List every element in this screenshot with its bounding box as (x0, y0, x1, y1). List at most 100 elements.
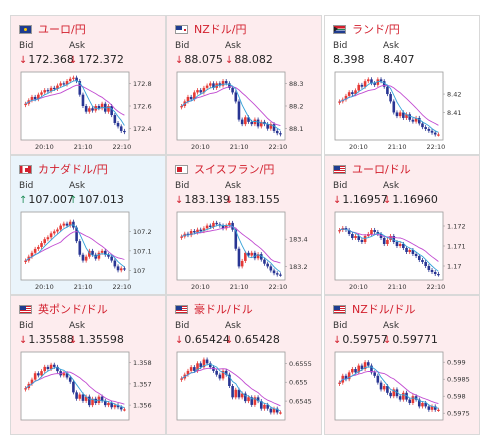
candle (215, 222, 218, 225)
candle (221, 81, 225, 86)
candle (196, 363, 199, 371)
pair-name[interactable]: ユーロ/円 (38, 23, 86, 36)
candle (228, 222, 231, 226)
candle (110, 256, 113, 261)
rate-chart[interactable]: 8.42 8.41 20:10 21:10 22:10 (333, 70, 473, 154)
candle (360, 240, 364, 242)
candle (56, 229, 59, 232)
candle (196, 229, 199, 233)
candle (52, 364, 56, 367)
card-title[interactable]: NZドル/円 (175, 22, 246, 36)
rate-card-nzd-usd[interactable]: NZドル/ドル Bid Ask ↓0.59757 ↓0.59771 0.599 0… (324, 295, 480, 435)
rate-chart[interactable]: 1.358 1.357 1.356 (19, 350, 159, 434)
card-title[interactable]: ランド/円 (333, 22, 400, 36)
ask-price: ↑107.013 (69, 193, 124, 206)
candle (59, 83, 62, 86)
rate-chart[interactable]: 0.6555 0.655 0.6545 (175, 350, 315, 434)
rate-card-cad-jpy[interactable]: カナダドル/円 Bid Ask ↑107.007 ↑107.013 107.2 1… (10, 155, 166, 295)
x-tick-label: 20:10 (349, 283, 368, 291)
pair-name[interactable]: 豪ドル/ドル (194, 303, 253, 316)
candle (392, 101, 396, 113)
card-title[interactable]: ユーロ/ドル (333, 162, 411, 176)
y-tick-label: 1.17 (447, 263, 461, 271)
candle (250, 252, 254, 256)
plot-area (20, 351, 130, 421)
candle (259, 121, 263, 127)
candle (43, 90, 47, 93)
bid-label: Bid (175, 321, 190, 331)
candle (370, 230, 373, 234)
ma-short-line (25, 224, 125, 268)
bid-label: Bid (19, 41, 34, 51)
candle (78, 241, 82, 255)
pair-name[interactable]: 英ポンド/ドル (38, 303, 108, 316)
candle (84, 106, 88, 112)
rate-card-nzd-jpy[interactable]: NZドル/円 Bid Ask ↓88.075 ↓88.082 88.3 88.2 8… (166, 15, 322, 155)
candle (351, 92, 354, 95)
candle (186, 233, 190, 236)
x-tick-label: 21:10 (230, 143, 249, 151)
candle (202, 228, 206, 232)
rate-card-chf-jpy[interactable]: スイスフラン/円 Bid Ask ↓183.139 ↓183.155 183.4… (166, 155, 322, 295)
candle (392, 236, 396, 242)
rate-card-zar-jpy[interactable]: ランド/円 Bid Ask 8.398 8.407 8.42 8.41 20:10 2… (324, 15, 480, 155)
candle (30, 96, 34, 101)
candle (250, 121, 254, 125)
rate-card-gbp-usd[interactable]: 英ポンド/ドル Bid Ask ↓1.35588 ↓1.35598 1.358 1… (10, 295, 166, 435)
candle (351, 369, 354, 373)
y-tick-label: 183.2 (289, 263, 308, 271)
y-tick-label: 0.6555 (289, 360, 312, 368)
candle (119, 407, 123, 410)
candle (68, 221, 72, 226)
candle (49, 364, 53, 369)
card-title[interactable]: スイスフラン/円 (175, 162, 274, 176)
y-tick-label: 1.357 (133, 380, 152, 388)
candle (263, 259, 266, 264)
candle (215, 370, 218, 375)
candle (266, 404, 269, 409)
candle (231, 386, 234, 398)
rate-chart[interactable]: 107.2 107.1 107 20:10 21:10 22:10 (19, 210, 159, 294)
candle (193, 231, 196, 233)
candle (398, 244, 402, 246)
candle (373, 372, 376, 376)
pair-name[interactable]: ユーロ/ドル (352, 163, 411, 176)
card-title[interactable]: 豪ドル/ドル (175, 302, 253, 316)
candle (107, 106, 110, 112)
candle (72, 77, 75, 79)
candle (395, 242, 399, 246)
card-title[interactable]: NZドル/ドル (333, 302, 415, 316)
candle (411, 119, 415, 122)
card-title[interactable]: カナダドル/円 (19, 162, 108, 176)
ask-arrow-icon: ↓ (383, 335, 392, 346)
rate-chart[interactable]: 0.599 0.5985 0.598 0.5975 (333, 350, 473, 434)
rate-chart[interactable]: 172.8 172.6 172.4 20:10 21:10 22:10 (19, 70, 159, 154)
rate-card-eur-usd[interactable]: ユーロ/ドル Bid Ask ↓1.16957 ↓1.16960 1.172 1.… (324, 155, 480, 295)
plot-area (176, 211, 286, 281)
pair-name[interactable]: スイスフラン/円 (194, 163, 275, 176)
pair-name[interactable]: NZドル/円 (194, 23, 247, 36)
x-tick-label: 21:10 (388, 283, 407, 291)
candle (212, 367, 215, 371)
ca-flag-icon (19, 164, 32, 174)
card-title[interactable]: ユーロ/円 (19, 22, 86, 36)
y-tick-label: 88.1 (289, 125, 303, 133)
rate-card-aud-usd[interactable]: 豪ドル/ドル Bid Ask ↓0.65424 ↓0.65428 0.6555 0… (166, 295, 322, 435)
rate-chart[interactable]: 88.3 88.2 88.1 20:10 21:10 22:10 (175, 70, 315, 154)
rate-chart[interactable]: 183.4 183.2 20:10 21:10 22:10 (175, 210, 315, 294)
card-title[interactable]: 英ポンド/ドル (19, 302, 108, 316)
rate-chart[interactable]: 1.172 1.171 1.17 20:10 21:10 22:10 (333, 210, 473, 294)
pair-name[interactable]: ランド/円 (352, 23, 400, 36)
candle (234, 389, 238, 398)
bid-arrow-icon: ↓ (333, 335, 342, 346)
candle (224, 225, 228, 229)
ask-label: Ask (225, 321, 242, 331)
pair-name[interactable]: NZドル/ドル (352, 303, 416, 316)
candle (417, 117, 421, 124)
candle (218, 83, 222, 86)
candle (421, 123, 424, 128)
rate-card-eur-jpy[interactable]: ユーロ/円 Bid Ask ↓172.368 ↓172.372 172.8 172… (10, 15, 166, 155)
pair-name[interactable]: カナダドル/円 (38, 163, 108, 176)
bid-label: Bid (333, 41, 348, 51)
us-flag-icon (333, 304, 346, 314)
